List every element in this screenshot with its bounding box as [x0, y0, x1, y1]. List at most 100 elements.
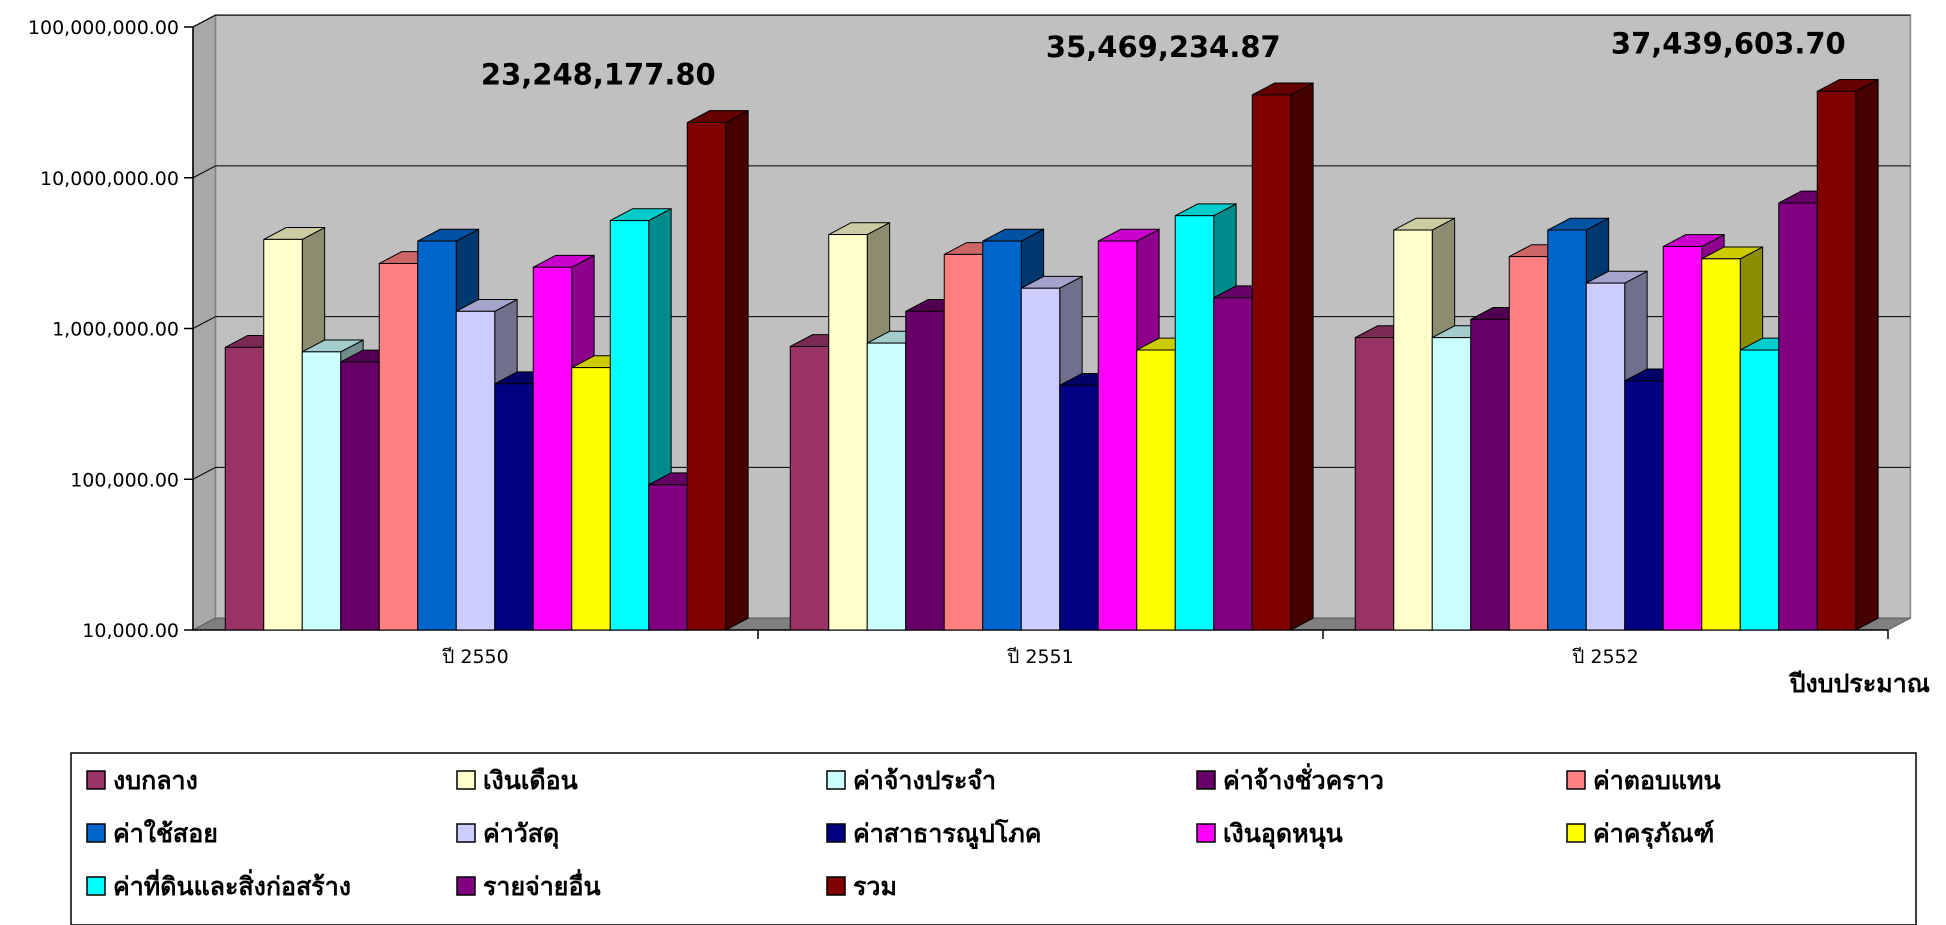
bar-front — [1547, 229, 1587, 631]
legend-label: ค่าครุภัณฑ์ — [1593, 819, 1714, 850]
legend-item: รวม — [826, 872, 897, 901]
bar-front — [1470, 318, 1510, 631]
legend-item: ค่าจ้างประจำ — [826, 766, 996, 795]
bar-front — [789, 345, 830, 631]
bar-front — [532, 266, 573, 631]
legend-item: ค่าสาธารณูปโภค — [826, 818, 1041, 850]
bar-front — [301, 351, 342, 631]
legend-item: รายจ่ายอื่น — [456, 869, 601, 901]
bar-front — [609, 220, 650, 631]
legend-label: ค่าวัสดุ — [483, 819, 559, 850]
bar-front — [828, 234, 868, 631]
bar-front — [417, 240, 457, 631]
bar-front — [1816, 90, 1857, 631]
bar-side — [725, 109, 749, 631]
legend: งบกลาง เงินเดือน ค่าจ้างประจำ ค่าจ้างชั่วคร… — [70, 752, 1917, 925]
legend-swatch — [86, 876, 106, 896]
gridline — [192, 316, 216, 329]
legend-item: ค่าครุภัณฑ์ — [1566, 819, 1714, 850]
total-data-label: 35,469,234.87 — [1046, 30, 1281, 64]
bar-front — [1059, 384, 1099, 631]
gridline — [192, 466, 216, 480]
legend-swatch — [1566, 770, 1586, 790]
legend-swatch — [86, 770, 106, 790]
bar-front — [866, 342, 907, 631]
x-category-label: ปี 2552 — [1571, 646, 1638, 668]
bar — [1816, 78, 1879, 631]
bar-front — [1431, 337, 1472, 631]
legend-item: ค่าใช้สอย — [86, 818, 218, 848]
legend-item: ค่าตอบแทน — [1566, 766, 1721, 795]
legend-swatch — [456, 823, 476, 843]
bar-side — [1290, 82, 1314, 631]
legend-label: เงินอุดหนุน — [1223, 819, 1343, 850]
legend-item: ค่าจ้างชั่วคราว — [1196, 763, 1384, 795]
y-tick-label: 10,000.00 — [82, 620, 179, 642]
total-data-label: 37,439,603.70 — [1611, 26, 1846, 60]
legend-label: รายจ่ายอื่น — [483, 869, 601, 901]
legend-swatch — [826, 876, 846, 896]
y-tick-label: 10,000,000.00 — [40, 168, 179, 190]
legend-label: ค่าจ้างชั่วคราว — [1223, 763, 1384, 795]
legend-swatch — [86, 823, 106, 843]
bar-front — [1701, 258, 1741, 631]
legend-swatch — [1196, 823, 1216, 843]
legend-label: เงินเดือน — [483, 766, 578, 795]
bar-front — [1213, 297, 1253, 631]
bar-front — [1393, 229, 1433, 631]
legend-label: ค่าจ้างประจำ — [853, 766, 996, 795]
legend-item: ค่าที่ดินและสิ่งก่อสร้าง — [86, 869, 351, 901]
bar-front — [378, 262, 419, 631]
y-axis-ticks: 10,000.00 100,000.00 1,000,000.00 10,000,00… — [28, 17, 193, 642]
total-data-label: 23,248,177.80 — [481, 58, 716, 92]
bar-front — [1624, 380, 1664, 631]
legend-swatch — [1566, 823, 1586, 843]
legend-box — [70, 752, 1917, 925]
bar-front — [1739, 349, 1780, 631]
bar-front — [571, 367, 611, 631]
legend-label: รวม — [853, 872, 897, 901]
gridline — [192, 14, 216, 28]
bar-front — [1778, 202, 1818, 631]
legend-item: ค่าวัสดุ — [456, 819, 559, 850]
bar-front — [1585, 282, 1626, 631]
legend-label: ค่าสาธารณูปโภค — [853, 818, 1041, 850]
bar-front — [263, 238, 303, 631]
bar-front — [1508, 256, 1549, 631]
legend-swatch — [826, 823, 846, 843]
bar-front — [982, 240, 1022, 631]
bar-front — [1354, 337, 1395, 631]
bar-front — [340, 361, 380, 631]
y-tick-label: 100,000.00 — [70, 469, 179, 491]
legend-item: เงินอุดหนุน — [1196, 819, 1343, 850]
bar-front — [1662, 245, 1703, 631]
legend-label: ค่าที่ดินและสิ่งก่อสร้าง — [113, 869, 351, 901]
bar — [1251, 82, 1314, 631]
bar-front — [224, 346, 265, 631]
bar-front — [1136, 349, 1176, 631]
gridline — [192, 165, 216, 179]
bars — [224, 78, 1879, 631]
legend-swatch — [456, 770, 476, 790]
legend-label: งบกลาง — [113, 766, 198, 795]
bar-front — [648, 484, 688, 631]
bar-front — [1097, 240, 1138, 631]
legend-label: ค่าใช้สอย — [113, 818, 218, 848]
x-category-label: ปี 2551 — [1006, 646, 1073, 668]
x-axis-title: ปีงบประมาณ — [1788, 669, 1930, 698]
legend-swatch — [456, 876, 476, 896]
bar-front — [686, 122, 727, 631]
legend-label: ค่าตอบแทน — [1593, 766, 1721, 795]
total-labels: 23,248,177.80 35,469,234.87 37,439,603.70 — [481, 26, 1846, 91]
bar-front — [1174, 215, 1215, 631]
y-tick-label: 100,000,000.00 — [28, 17, 179, 39]
legend-item: เงินเดือน — [456, 766, 578, 795]
x-category-label: ปี 2550 — [441, 646, 508, 668]
bar-front — [943, 253, 984, 631]
bar-front — [494, 383, 534, 631]
legend-item: งบกลาง — [86, 766, 198, 795]
bar-front — [1251, 94, 1292, 631]
bar-front — [455, 310, 496, 631]
x-axis-categories: ปี 2550 ปี 2551 ปี 2552 — [441, 630, 1889, 668]
bar-front — [905, 310, 945, 631]
